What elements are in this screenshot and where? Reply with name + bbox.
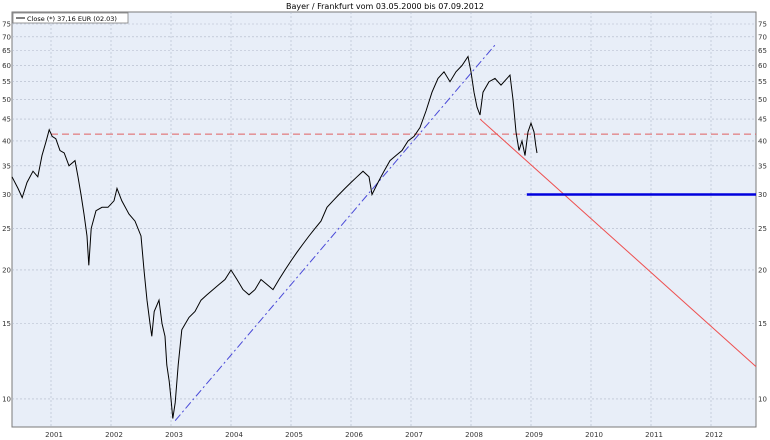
y-tick-label-left: 25 (2, 225, 11, 233)
x-tick-label: 2003 (165, 431, 183, 439)
y-tick-label-right: 25 (758, 225, 767, 233)
x-tick-label: 2005 (285, 431, 303, 439)
uptrend-line (174, 44, 496, 421)
x-tick-label: 2012 (705, 431, 723, 439)
y-tick-label-right: 35 (758, 162, 767, 170)
y-tick-label-right: 70 (758, 33, 767, 41)
x-tick-label: 2004 (225, 431, 243, 439)
x-tick-label: 2011 (645, 431, 663, 439)
y-tick-label-right: 55 (758, 78, 767, 86)
y-tick-label-left: 40 (2, 137, 11, 145)
y-tick-label-left: 15 (2, 320, 11, 328)
y-tick-label-right: 10 (758, 395, 767, 403)
y-tick-label-left: 60 (2, 62, 11, 70)
legend-label: Close (*) 37,16 EUR (02.03) (27, 15, 117, 23)
y-tick-label-right: 45 (758, 116, 767, 124)
x-tick-label: 2006 (345, 431, 363, 439)
y-tick-label-right: 20 (758, 266, 767, 274)
x-tick-label: 2007 (405, 431, 423, 439)
y-tick-label-left: 20 (2, 266, 11, 274)
grid-lines (12, 12, 756, 427)
downtrend-line (479, 118, 757, 367)
y-tick-label-right: 60 (758, 62, 767, 70)
y-tick-label-left: 75 (2, 21, 11, 29)
y-tick-label-left: 30 (2, 191, 11, 199)
x-tick-label: 2002 (105, 431, 123, 439)
y-tick-label-right: 65 (758, 47, 767, 55)
x-axis-labels: 2001 2002 2003 2004 2005 2006 2007 2008 2009 2010… (45, 431, 723, 439)
y-tick-label-right: 50 (758, 96, 767, 104)
y-axis-labels: 10 10 15 15 20 20 25 25 30 30 35 35 40 40 45 45 50 50 55 55… (2, 21, 767, 404)
y-tick-label-left: 35 (2, 162, 11, 170)
price-line (11, 55, 538, 419)
y-tick-label-left: 70 (2, 33, 11, 41)
y-tick-label-left: 10 (2, 395, 11, 403)
x-tick-label: 2008 (465, 431, 483, 439)
y-tick-label-right: 15 (758, 320, 767, 328)
plot-area (11, 11, 757, 428)
x-tick-label: 2001 (45, 431, 63, 439)
y-tick-label-left: 65 (2, 47, 11, 55)
y-tick-label-left: 55 (2, 78, 11, 86)
legend: Close (*) 37,16 EUR (02.03) (12, 12, 129, 24)
x-tick-label: 2010 (585, 431, 603, 439)
legend-box (12, 12, 129, 24)
x-tick-label: 2009 (525, 431, 543, 439)
y-tick-label-left: 50 (2, 96, 11, 104)
y-tick-label-left: 45 (2, 116, 11, 124)
y-tick-label-right: 30 (758, 191, 767, 199)
chart-title: Bayer / Frankfurt vom 03.05.2000 bis 07.… (286, 2, 484, 11)
y-tick-label-right: 40 (758, 137, 767, 145)
y-tick-label-right: 75 (758, 21, 767, 29)
trend-lines (51, 44, 757, 421)
